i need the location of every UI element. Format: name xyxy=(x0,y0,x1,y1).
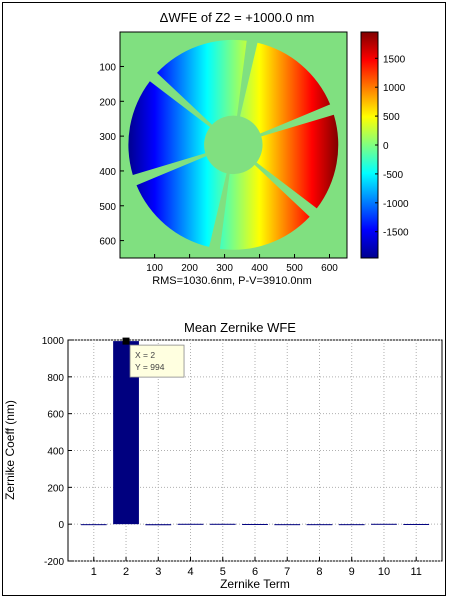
bar-x-tick-label: 10 xyxy=(378,566,390,578)
colorbar-ticks: 1500 1000 500 0 -500 -1000 -1500 xyxy=(375,54,409,239)
heatmap-segment xyxy=(219,164,310,250)
bar-y-tick-label: 1000 xyxy=(42,336,65,347)
figure-frame xyxy=(2,2,446,596)
heatmap-segment xyxy=(128,81,211,175)
colorbar: 1500 1000 500 0 -500 -1000 -1500 xyxy=(360,31,409,259)
bar xyxy=(306,524,333,526)
datatip-marker xyxy=(122,337,130,345)
heatmap-segment xyxy=(240,42,331,134)
bar-x-tick-label: 8 xyxy=(316,566,322,578)
heatmap-x-tick-label: 500 xyxy=(286,263,303,274)
datatip-box xyxy=(129,344,185,378)
bar xyxy=(371,523,397,525)
bar xyxy=(274,524,301,526)
bar-x-tick-label: 2 xyxy=(123,566,129,578)
bar xyxy=(403,523,430,525)
bar xyxy=(80,524,107,526)
colorbar-tick-label: 500 xyxy=(383,112,400,123)
heatmap-segment xyxy=(136,156,227,247)
bar-x-tick-label: 9 xyxy=(349,566,355,578)
colorbar-tick-label: -500 xyxy=(383,170,403,181)
heatmap-x-tick-label: 600 xyxy=(321,263,338,274)
heatmap-x-tick-label: 300 xyxy=(216,263,233,274)
heatmap-title: ΔWFE of Z2 = +1000.0 nm xyxy=(160,10,315,25)
heatmap-y-tick-label: 500 xyxy=(99,202,116,213)
heatmap-stats-label: RMS=1030.6nm, P-V=3910.0nm xyxy=(152,275,312,287)
heatmap-chart: ΔWFE of Z2 = +1000.0 nm 100 200 300 400 500 6… xyxy=(99,10,348,287)
heatmap-x-tick-label: 200 xyxy=(181,263,198,274)
bar-x-tick-label: 11 xyxy=(410,566,421,578)
datatip[interactable]: X = 2 Y = 994 xyxy=(122,337,185,378)
bar-chart: Mean Zernike WFE 1 2 3 4 5 6 7 8 9 10 11 -200 0 200 4… xyxy=(3,320,443,591)
bar-x-tick-label: 5 xyxy=(220,566,226,578)
bar xyxy=(209,523,236,525)
heatmap-x-tick-label: 400 xyxy=(251,263,268,274)
bar-x-tick-label: 1 xyxy=(91,566,97,578)
heatmap-y-tick-label: 100 xyxy=(99,62,116,73)
heatmap-x-ticks: 100 200 300 400 500 600 xyxy=(146,254,338,274)
heatmap-segment xyxy=(156,39,247,125)
bar-x-tick-label: 6 xyxy=(252,566,258,578)
bar-y-tick-label: 200 xyxy=(47,483,64,494)
bar-y-tick-label: 0 xyxy=(58,520,64,531)
bar-y-ticks: -200 0 200 400 600 800 1000 xyxy=(42,336,72,568)
colorbar-tick-label: -1500 xyxy=(383,228,409,239)
colorbar-tick-label: -1000 xyxy=(383,199,409,210)
bar-x-tick-label: 4 xyxy=(187,566,193,578)
bar-y-tick-label: 800 xyxy=(47,373,64,384)
bar-x-tick-label: 3 xyxy=(155,566,161,578)
bar xyxy=(177,523,204,525)
bar-y-tick-label: -200 xyxy=(44,557,64,568)
heatmap-y-tick-label: 200 xyxy=(99,97,116,108)
bar-chart-title: Mean Zernike WFE xyxy=(184,320,296,335)
bar-x-tick-label: 7 xyxy=(284,566,290,578)
datatip-y-label: Y = 994 xyxy=(135,362,165,372)
bar xyxy=(338,524,365,526)
colorbar-tick-label: 1000 xyxy=(383,83,406,94)
bar-x-axis-label: Zernike Term xyxy=(220,577,290,591)
bar xyxy=(242,523,268,525)
datatip-x-label: X = 2 xyxy=(135,350,155,360)
colorbar-tick-label: 0 xyxy=(383,141,389,152)
bar-y-tick-label: 600 xyxy=(47,410,64,421)
heatmap-y-ticks: 100 200 300 400 500 600 xyxy=(99,62,124,248)
heatmap-y-tick-label: 300 xyxy=(99,132,116,143)
bar-x-ticks: 1 2 3 4 5 6 7 8 9 10 11 xyxy=(91,557,422,578)
heatmap-segment xyxy=(256,114,339,209)
heatmap-field xyxy=(128,39,339,250)
heatmap-x-tick-label: 100 xyxy=(146,263,163,274)
bar-y-tick-label: 400 xyxy=(47,447,64,458)
bar-y-axis-label: Zernike Coeff (nm) xyxy=(3,400,17,500)
heatmap-y-tick-label: 600 xyxy=(99,237,116,248)
bar xyxy=(145,524,172,526)
heatmap-y-tick-label: 400 xyxy=(99,167,116,178)
colorbar-tick-label: 1500 xyxy=(383,54,406,65)
